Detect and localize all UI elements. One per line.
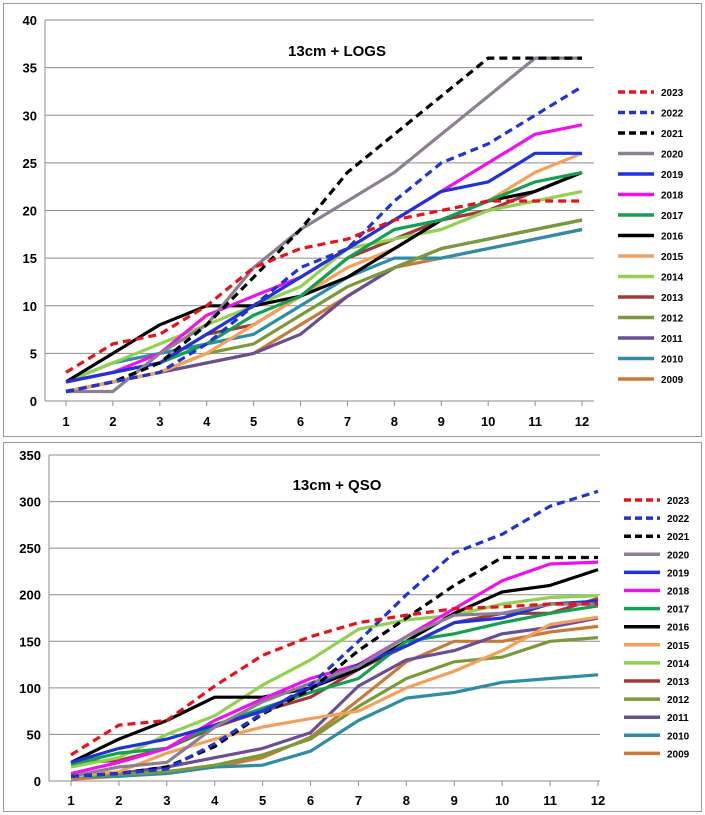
legend-label: 2011 [667,713,689,724]
x-tick-label: 6 [297,414,304,429]
y-tick-label: 20 [23,204,37,219]
y-tick-label: 15 [23,251,37,266]
x-tick-label: 12 [591,793,605,808]
x-tick-label: 2 [109,414,116,429]
y-tick-label: 10 [23,299,37,314]
legend-label: 2018 [661,191,684,202]
x-tick-label: 3 [163,793,170,808]
legend-label: 2018 [667,587,690,598]
x-tick-label: 7 [344,414,351,429]
legend-label: 2015 [661,252,684,263]
x-tick-label: 10 [481,414,495,429]
logs-chart-panel: 13cm + LOGS 0 5 10 15 20 25 30 35 40 1 2 3 4 5 6 7 8 9 10 1… [3,3,702,437]
x-tick-label: 9 [438,414,445,429]
x-tick-label: 3 [156,414,163,429]
series-line-2022 [65,85,583,394]
legend-label: 2021 [661,129,684,140]
y-tick-label: 100 [19,681,41,696]
x-tick-label: 12 [575,414,589,429]
series-line-2014 [65,189,583,384]
y-tick-label: 200 [19,588,41,603]
y-tick-label: 300 [19,495,41,510]
legend-label: 2011 [661,334,683,345]
x-tick-label: 10 [495,793,509,808]
legend-label: 2022 [661,109,684,120]
x-tick-label: 5 [259,793,266,808]
legend-label: 2010 [661,355,684,366]
series-line-2012 [70,636,599,778]
x-tick-label: 8 [403,793,410,808]
legend-label: 2023 [667,496,690,507]
legend-label: 2023 [661,88,684,99]
chart-title: 13cm + LOGS [288,43,386,60]
series-line-2010 [71,673,599,778]
legend-label: 2017 [667,605,690,616]
x-tick-label: 4 [211,793,219,808]
legend-label: 2010 [667,731,690,742]
legend-label: 2022 [667,514,690,525]
legend-label: 2013 [661,293,684,304]
legend-label: 2014 [667,659,690,670]
x-tick-label: 1 [62,414,69,429]
series-line-2023 [70,602,598,757]
y-tick-label: 5 [30,346,37,361]
x-tick-label: 4 [203,414,211,429]
qso-chart-panel: 13cm + QSO 0 50 100 150 200 250 300 350 1 2 3 4 5 6 7 8… [3,442,702,812]
legend-label: 2012 [667,695,690,706]
y-tick-label: 250 [19,541,41,556]
series-line-2011 [70,616,599,778]
legend-label: 2017 [661,211,684,222]
legend-label: 2009 [661,375,684,386]
series-line-2015 [70,615,599,778]
legend-label: 2021 [667,532,690,543]
series-line-2021 [70,555,598,778]
x-tick-label: 1 [67,793,74,808]
legend-label: 2013 [667,677,690,688]
legend-label: 2019 [667,568,690,579]
legend-label: 2016 [667,623,690,634]
x-tick-label: 2 [115,793,122,808]
legend-label: 2020 [667,550,690,561]
y-tick-label: 150 [19,634,41,649]
x-tick-label: 9 [451,793,458,808]
legend-label: 2019 [661,170,684,181]
x-tick-label: 5 [250,414,257,429]
legend-label: 2016 [661,232,684,243]
legend-label: 2009 [667,749,690,760]
series-line-2009 [70,624,599,781]
y-tick-label: 0 [30,394,37,409]
series-line-2019 [65,151,582,384]
x-tick-label: 11 [528,414,542,429]
y-tick-label: 40 [23,13,37,28]
series-line-2017 [70,604,599,766]
x-tick-label: 6 [307,793,314,808]
y-tick-label: 35 [23,61,37,76]
y-tick-label: 50 [27,727,41,742]
series-line-2020 [70,602,598,778]
series-line-2021 [65,56,582,394]
legend-label: 2014 [661,273,684,284]
series-line-2014 [70,594,599,769]
series-line-2023 [65,199,582,374]
legend-label: 2020 [661,150,684,161]
chart-title: 13cm + QSO [293,477,382,494]
y-tick-label: 25 [23,156,37,171]
legend-label: 2015 [667,641,690,652]
x-tick-label: 8 [391,414,398,429]
legend-label: 2012 [661,314,684,325]
series-line-2016 [70,568,599,764]
y-tick-label: 350 [19,448,41,463]
y-tick-label: 0 [34,774,41,789]
y-tick-label: 30 [23,108,37,123]
series-line-2020 [66,56,582,394]
x-tick-label: 11 [543,793,557,808]
series-line-2022 [70,489,599,778]
x-tick-label: 7 [355,793,362,808]
